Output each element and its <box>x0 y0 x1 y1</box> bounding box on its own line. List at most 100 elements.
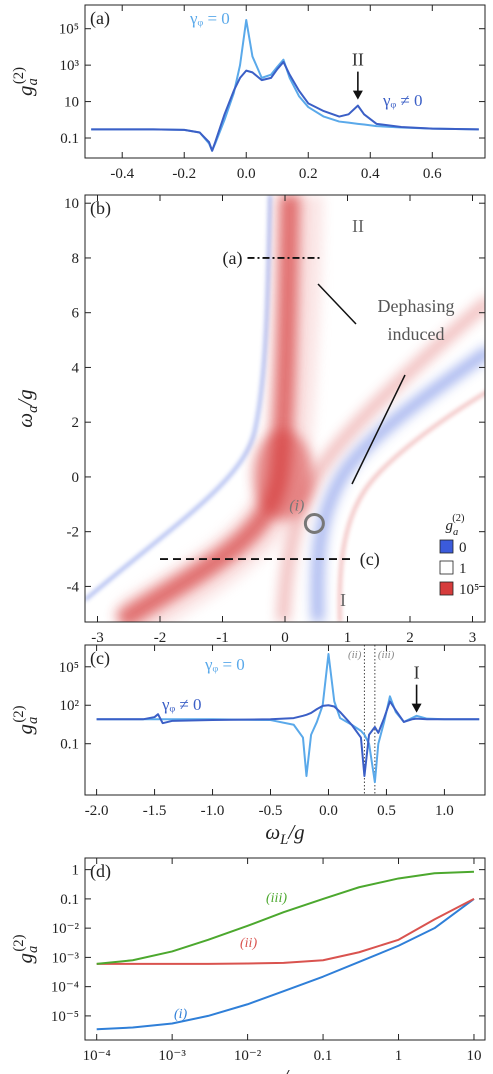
y-axis-title-part: g <box>13 85 37 96</box>
y-tick-label: 10 <box>64 95 79 111</box>
y-tick-label: 10 <box>64 196 79 212</box>
y-axis-title-part: (2) <box>11 705 27 722</box>
x-tick-label: 1 <box>395 1048 403 1064</box>
colorbar-title-part: (2) <box>452 513 465 524</box>
x-tick-label: -3 <box>91 630 104 646</box>
annotation: Dephasing <box>378 296 455 316</box>
series-label: (ii) <box>240 936 257 951</box>
x-tick-label: -0.5 <box>259 803 283 819</box>
arrow-head <box>411 703 422 713</box>
x-tick-label: 0.1 <box>314 1048 333 1064</box>
heat-band <box>338 391 485 622</box>
y-axis-title: ωa/g <box>13 389 41 428</box>
x-tick-label: -1.0 <box>201 803 225 819</box>
x-axis-title-part: γ <box>266 1065 275 1074</box>
series-label: γᵩ ≠ 0 <box>382 91 423 110</box>
annotation: I <box>414 663 420 683</box>
x-tick-label: 10⁻² <box>234 1048 262 1064</box>
annotation: II <box>352 50 364 70</box>
x-axis-title: ωL/g <box>265 820 304 848</box>
x-tick-label: 0.6 <box>423 166 442 182</box>
y-tick-label: -4 <box>67 579 80 595</box>
colorbar-label: 10⁵ <box>459 582 479 598</box>
series-label: (iii) <box>266 891 287 906</box>
cut-label: (c) <box>360 549 380 570</box>
panel-label: (b) <box>90 198 111 219</box>
colorbar-swatch <box>439 581 454 596</box>
marker-label: (ii) <box>348 649 362 661</box>
y-tick-label: 10⁵ <box>59 660 79 676</box>
y-axis-title-part: g <box>13 953 37 964</box>
arrow-head <box>352 90 363 100</box>
y-axis-title-part: g <box>13 724 37 735</box>
y-tick-label: 10⁻³ <box>52 950 80 966</box>
colorbar-label: 0 <box>459 540 467 556</box>
x-tick-label: -2.0 <box>85 803 109 819</box>
x-tick-label: 1 <box>344 630 352 646</box>
x-axis-title-part: L <box>279 832 288 848</box>
y-axis-title: ga(2) <box>11 934 41 963</box>
colorbar-title: ga (2) <box>446 513 465 538</box>
point-label: (i) <box>289 497 304 514</box>
series-group <box>91 19 479 152</box>
y-tick-label: 4 <box>72 360 80 376</box>
x-tick-label: 10⁻³ <box>158 1048 186 1064</box>
y-axis-title-part: a <box>25 717 41 724</box>
series-label: γᵩ ≠ 0 <box>161 695 202 714</box>
y-tick-label: 10³ <box>60 58 80 74</box>
y-tick-label: -2 <box>67 525 80 541</box>
y-tick-label: 2 <box>72 415 80 431</box>
y-axis-title-part: (2) <box>11 934 27 951</box>
y-tick-label: 8 <box>72 251 80 267</box>
y-tick-label: 10⁻⁵ <box>51 1009 79 1025</box>
series-line <box>91 60 479 152</box>
annotation-line <box>351 374 406 485</box>
x-tick-label: 0 <box>281 630 289 646</box>
plot-frame <box>84 644 486 796</box>
y-tick-label: 10⁻² <box>52 921 80 937</box>
colorbar-label: 1 <box>459 561 467 577</box>
y-tick-label: 0.1 <box>60 737 79 753</box>
series-line <box>96 700 480 778</box>
x-tick-label: 10⁻⁴ <box>83 1048 111 1064</box>
y-tick-label: 10⁻⁴ <box>51 980 79 996</box>
series-label: (i) <box>174 1007 188 1022</box>
y-tick-label: 0.1 <box>60 131 79 147</box>
cut-label: (a) <box>223 248 243 269</box>
x-tick-label: -1.5 <box>143 803 167 819</box>
y-axis-title: ga(2) <box>11 67 41 96</box>
series-line <box>91 19 479 152</box>
y-axis-title-part: a <box>25 78 41 85</box>
x-tick-label: 1.0 <box>435 803 454 819</box>
series-line <box>96 898 475 1031</box>
heatmap-field <box>85 195 485 622</box>
series-label: γᵩ = 0 <box>189 9 230 28</box>
series-group <box>96 870 475 1031</box>
y-tick-label: 1 <box>72 863 80 879</box>
axes: -0.4 -0.2 0.0 0.2 0.4 0.6 0.1 10 10³ 10⁵ (a) ga(2) <box>11 4 486 182</box>
x-tick-label: -1 <box>216 630 229 646</box>
plot-frame <box>84 4 486 159</box>
y-axis-title-part: (2) <box>11 67 27 84</box>
annotation-line <box>317 283 357 325</box>
y-axis-title-part: a <box>25 406 41 413</box>
series-group <box>96 652 480 784</box>
y-tick-label: 10⁵ <box>59 22 79 38</box>
colorbar-title-part: a <box>453 527 458 538</box>
colorbar-swatch <box>439 539 454 554</box>
heat-band <box>114 195 300 622</box>
y-axis-title-part: a <box>25 946 41 953</box>
plot-frame <box>84 857 486 1041</box>
x-tick-label: 0.5 <box>377 803 396 819</box>
axes: 10⁻⁴ 10⁻³ 10⁻² 0.1 1 10 10⁻⁵ 10⁻⁴ 10⁻³ 10⁻² 0.1 1 (d… <box>11 857 486 1074</box>
panel-label: (d) <box>90 861 111 882</box>
heat-blob <box>253 430 313 520</box>
heat-band <box>312 347 485 622</box>
point-marker <box>303 512 325 534</box>
x-tick-label: -0.4 <box>110 166 134 182</box>
heat-band <box>277 296 485 622</box>
colorbar-swatch <box>439 560 454 575</box>
